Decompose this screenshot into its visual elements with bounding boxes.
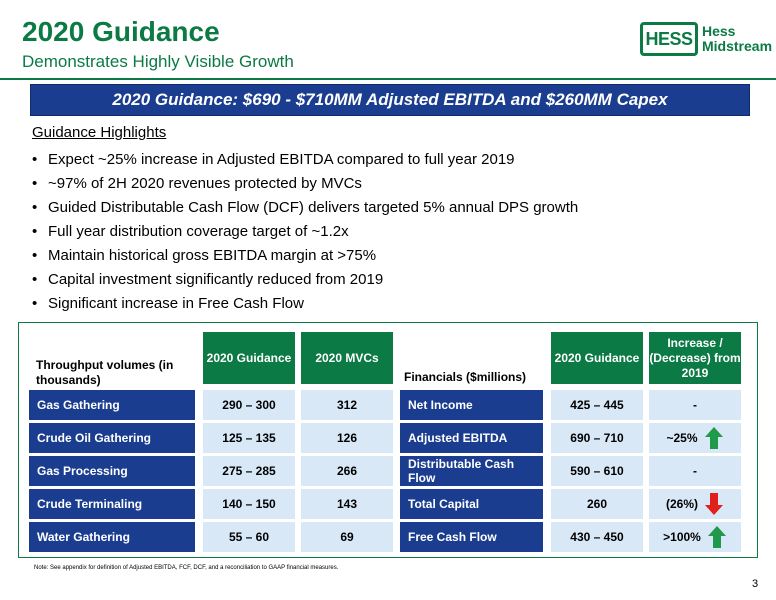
- financials-row-label: Net Income: [400, 390, 543, 420]
- throughput-row-label: Gas Processing: [29, 456, 195, 486]
- highlight-item: • Maintain historical gross EBITDA margin…: [32, 246, 578, 270]
- throughput-guidance-value: 125 – 135: [203, 423, 295, 453]
- highlights-title: Guidance Highlights: [32, 124, 167, 141]
- throughput-mvc-value: 312: [301, 390, 393, 420]
- highlight-text: ~97% of 2H 2020 revenues protected by MV…: [48, 175, 362, 192]
- financials-guidance-value: 260: [551, 489, 643, 519]
- financials-row-label: Free Cash Flow: [400, 522, 543, 552]
- financials-change-value: -: [649, 390, 741, 420]
- down-arrow-icon: [705, 493, 723, 515]
- throughput-mvc-header: 2020 MVCs: [301, 332, 393, 384]
- throughput-guidance-header: 2020 Guidance: [203, 332, 295, 384]
- financials-change-header: Increase / (Decrease) from 2019: [649, 332, 741, 384]
- page-subtitle: Demonstrates Highly Visible Growth: [22, 52, 294, 71]
- financials-guidance-value: 430 – 450: [551, 522, 643, 552]
- financials-change-value: (26%): [649, 489, 741, 519]
- financials-guidance-value: 425 – 445: [551, 390, 643, 420]
- highlight-item: • Full year distribution coverage target …: [32, 222, 578, 246]
- throughput-row-label: Water Gathering: [29, 522, 195, 552]
- financials-guidance-value: 590 – 610: [551, 456, 643, 486]
- highlight-item: • ~97% of 2H 2020 revenues protected by M…: [32, 174, 578, 198]
- up-arrow-icon: [704, 427, 723, 449]
- logo-mark-text: HESS: [645, 28, 693, 49]
- throughput-guidance-value: 275 – 285: [203, 456, 295, 486]
- hess-midstream-logo: HESS Hess Midstream: [640, 22, 772, 56]
- throughput-mvc-value: 266: [301, 456, 393, 486]
- logo-line-2: Midstream: [702, 38, 773, 54]
- throughput-header-label: Throughput volumes (in thousands): [36, 358, 174, 387]
- footnote: Note: See appendix for definition of Adj…: [34, 565, 339, 571]
- logo-mark: HESS: [640, 22, 698, 56]
- page-title: 2020 Guidance: [22, 16, 220, 47]
- financials-change-value: >100%: [649, 522, 741, 552]
- change-text: -: [693, 464, 697, 478]
- header-divider: [0, 78, 776, 80]
- highlights-list: • Expect ~25% increase in Adjusted EBITDA…: [32, 150, 578, 318]
- up-arrow-icon: [707, 526, 726, 548]
- financials-change-value: ~25%: [649, 423, 741, 453]
- page-number: 3: [752, 578, 759, 590]
- financials-row-label: Distributable Cash Flow: [400, 456, 543, 486]
- guidance-banner: 2020 Guidance: $690 - $710MM Adjusted EB…: [30, 84, 750, 116]
- guidance-banner-text: 2020 Guidance: $690 - $710MM Adjusted EB…: [112, 90, 668, 109]
- change-text: >100%: [663, 530, 701, 544]
- throughput-guidance-value: 55 – 60: [203, 522, 295, 552]
- logo-line-1: Hess: [702, 23, 736, 39]
- highlight-text: Significant increase in Free Cash Flow: [48, 295, 304, 312]
- throughput-row-label: Crude Terminaling: [29, 489, 195, 519]
- throughput-mvc-value: 126: [301, 423, 393, 453]
- highlight-text: Full year distribution coverage target o…: [48, 223, 349, 240]
- financials-row-label: Total Capital: [400, 489, 543, 519]
- change-text: (26%): [665, 497, 698, 511]
- financials-guidance-header: 2020 Guidance: [551, 332, 643, 384]
- throughput-guidance-value: 140 – 150: [203, 489, 295, 519]
- financials-header-label: Financials ($millions): [404, 369, 527, 384]
- guidance-table-frame: [18, 322, 758, 558]
- highlight-text: Capital investment significantly reduced…: [48, 271, 384, 288]
- highlight-item: • Significant increase in Free Cash Flow: [32, 294, 578, 318]
- financials-change-value: -: [649, 456, 741, 486]
- logo-wordmark: Hess Midstream: [702, 24, 772, 54]
- throughput-mvc-value: 143: [301, 489, 393, 519]
- change-text: -: [693, 398, 697, 412]
- highlight-item: • Expect ~25% increase in Adjusted EBITDA…: [32, 150, 578, 174]
- highlight-item: • Capital investment significantly reduce…: [32, 270, 578, 294]
- highlight-text: Maintain historical gross EBITDA margin …: [48, 247, 377, 264]
- highlight-item: • Guided Distributable Cash Flow (DCF) de…: [32, 198, 578, 222]
- throughput-guidance-value: 290 – 300: [203, 390, 295, 420]
- financials-row-label: Adjusted EBITDA: [400, 423, 543, 453]
- financials-guidance-value: 690 – 710: [551, 423, 643, 453]
- highlight-text: Expect ~25% increase in Adjusted EBITDA …: [48, 151, 515, 168]
- throughput-row-label: Gas Gathering: [29, 390, 195, 420]
- highlight-text: Guided Distributable Cash Flow (DCF) del…: [48, 199, 579, 216]
- throughput-mvc-value: 69: [301, 522, 393, 552]
- change-text: ~25%: [666, 431, 698, 445]
- throughput-row-label: Crude Oil Gathering: [29, 423, 195, 453]
